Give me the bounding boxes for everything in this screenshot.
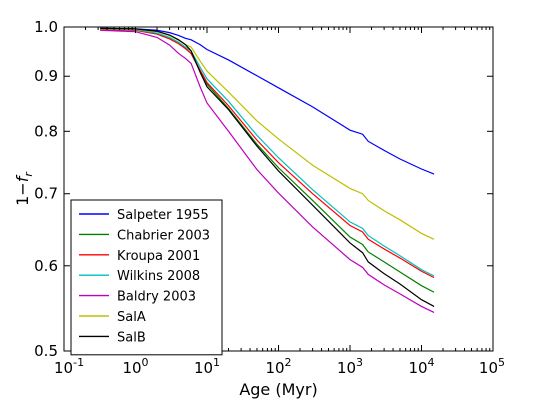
series-line-6 bbox=[100, 27, 435, 307]
x-tick-exponent: 4 bbox=[428, 356, 435, 369]
y-axis-label-subscript: r bbox=[22, 171, 35, 177]
y-axis-label-prefix: 1− bbox=[13, 182, 32, 206]
x-tick-base: 10 bbox=[337, 359, 356, 377]
y-axis-label-symbol: f bbox=[13, 174, 32, 182]
y-tick-label: 0.7 bbox=[34, 185, 58, 203]
legend-label: Chabrier 2003 bbox=[117, 228, 210, 243]
x-tick-label: 101 bbox=[194, 356, 220, 377]
series-line-4 bbox=[100, 29, 435, 313]
x-tick-exponent: 5 bbox=[498, 356, 505, 369]
x-tick-base: 10 bbox=[54, 359, 73, 377]
x-tick-label: 10-1 bbox=[54, 356, 84, 377]
legend-label: SalA bbox=[117, 310, 146, 325]
x-tick-label: 100 bbox=[122, 356, 148, 377]
x-axis-label: Age (Myr) bbox=[239, 380, 317, 399]
x-tick-exponent: 0 bbox=[142, 356, 149, 369]
x-tick-label: 102 bbox=[265, 356, 291, 377]
x-tick-exponent: 2 bbox=[285, 356, 292, 369]
series-line-0 bbox=[100, 27, 435, 175]
x-tick-label: 104 bbox=[408, 356, 434, 377]
legend-label: SalB bbox=[117, 330, 146, 345]
x-tick-label: 105 bbox=[479, 356, 505, 377]
y-tick-label: 0.6 bbox=[34, 257, 58, 275]
x-tick-base: 10 bbox=[122, 359, 141, 377]
y-tick-label: 1.0 bbox=[34, 18, 58, 36]
legend-label: Baldry 2003 bbox=[117, 290, 196, 305]
y-axis-ticks: 0.5 0.6 0.7 0.8 0.9 1.0 bbox=[34, 18, 493, 360]
x-tick-exponent: 1 bbox=[213, 356, 220, 369]
legend-box bbox=[70, 199, 223, 356]
y-tick-label: 0.9 bbox=[34, 67, 58, 85]
x-tick-base: 10 bbox=[479, 359, 498, 377]
legend-label: Wilkins 2008 bbox=[117, 269, 200, 284]
x-tick-exponent: -1 bbox=[73, 356, 84, 369]
legend-label: Salpeter 1955 bbox=[117, 208, 209, 223]
y-axis-label: 1−fr bbox=[13, 171, 35, 206]
series-line-3 bbox=[100, 28, 435, 277]
y-tick-label: 0.5 bbox=[34, 342, 58, 360]
x-tick-base: 10 bbox=[265, 359, 284, 377]
x-tick-base: 10 bbox=[194, 359, 213, 377]
plot-lines bbox=[100, 27, 435, 313]
legend-label: Kroupa 2001 bbox=[117, 249, 200, 264]
series-line-2 bbox=[100, 28, 435, 279]
legend: Salpeter 1955 Chabrier 2003 Kroupa 2001 Wil… bbox=[70, 199, 223, 356]
x-tick-label: 103 bbox=[337, 356, 363, 377]
x-tick-exponent: 3 bbox=[356, 356, 363, 369]
y-tick-label: 0.8 bbox=[34, 122, 58, 140]
x-tick-base: 10 bbox=[408, 359, 427, 377]
